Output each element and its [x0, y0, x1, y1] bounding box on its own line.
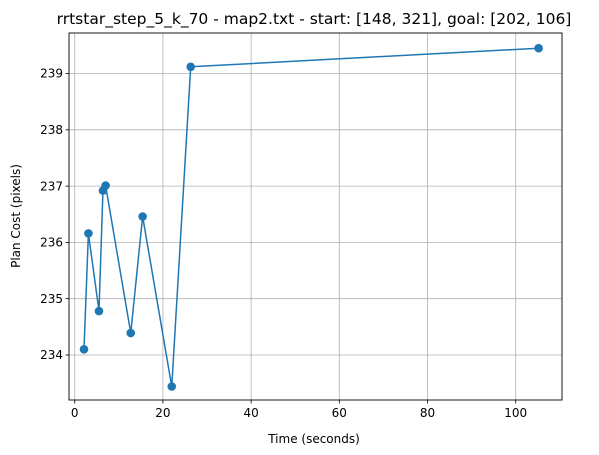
y-tick-label: 234: [40, 348, 63, 362]
y-tick-label: 238: [40, 123, 63, 137]
chart-title: rrtstar_step_5_k_70 - map2.txt - start: …: [57, 10, 572, 29]
x-tick-label: 60: [332, 406, 347, 420]
data-point: [138, 212, 147, 221]
x-axis-label: Time (seconds): [267, 432, 360, 446]
y-tick-label: 236: [40, 236, 63, 250]
grid-lines: [69, 33, 562, 400]
y-tick-label: 237: [40, 179, 63, 193]
y-tick-label: 235: [40, 292, 63, 306]
data-point: [534, 43, 543, 53]
data-point: [79, 345, 89, 354]
tick-layer: 0 20 40 60 80 100 234 235 236 237 238 239: [40, 67, 527, 420]
data-point: [186, 62, 196, 72]
data-point: [167, 382, 177, 391]
y-axis-label: Plan Cost (pixels): [9, 164, 23, 268]
data-point: [84, 229, 93, 238]
data-point: [126, 328, 136, 338]
series-layer: [79, 43, 543, 391]
series-line: [83, 47, 539, 388]
x-tick-label: 100: [504, 406, 527, 420]
x-tick-label: 20: [155, 406, 170, 420]
y-tick-label: 239: [40, 67, 63, 81]
x-tick-label: 0: [71, 406, 79, 420]
x-tick-label: 80: [420, 406, 435, 420]
data-point: [101, 181, 110, 190]
plot-frame: [68, 32, 563, 401]
x-tick-label: 40: [243, 406, 258, 420]
data-point: [94, 306, 104, 316]
